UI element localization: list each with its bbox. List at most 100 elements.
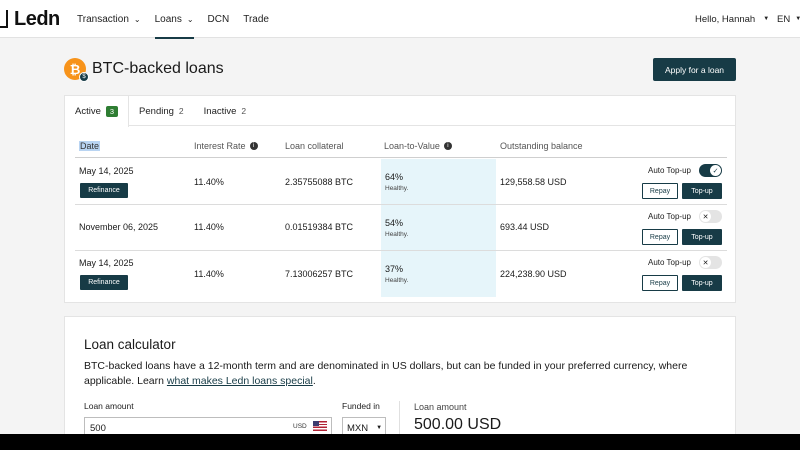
loans-panel: Active 3 Pending 2 Inactive 2 Date Inter… <box>63 95 736 303</box>
column-header-balance: Outstanding balance <box>500 141 583 151</box>
nav-item-transaction[interactable]: Transaction ⌄ <box>77 0 141 38</box>
nav-item-trade[interactable]: Trade <box>243 0 269 38</box>
close-icon: ✕ <box>700 257 711 268</box>
funded-in-label: Funded in <box>342 401 380 411</box>
nav-item-label: Transaction <box>77 13 129 25</box>
column-header-ltv: Loan-to-Value i <box>384 141 452 151</box>
loan-date: May 14, 2025 <box>79 258 134 268</box>
loan-amount-label: Loan amount <box>84 401 134 411</box>
tab-label: Pending <box>139 105 174 117</box>
tab-inactive[interactable]: Inactive 2 <box>194 96 256 126</box>
description-text: BTC-backed loans have a 12-month term an… <box>84 360 688 387</box>
loan-collateral: 2.35755088 BTC <box>285 177 354 187</box>
caret-down-icon: ▼ <box>795 16 800 22</box>
loan-collateral: 0.01519384 BTC <box>285 222 354 232</box>
ltv-value: 64% <box>385 172 404 182</box>
refinance-button[interactable]: Refinance <box>80 275 128 290</box>
column-header-label: Loan-to-Value <box>384 141 440 151</box>
bottom-black-band <box>0 434 800 450</box>
ltv-value: 54% <box>385 218 404 228</box>
topup-button[interactable]: Top-up <box>682 183 722 199</box>
funded-in-value: MXN <box>347 422 369 434</box>
column-header-label: Interest Rate <box>194 141 246 151</box>
nav-item-label: Trade <box>243 13 269 25</box>
tab-count: 2 <box>178 106 184 116</box>
close-icon: ✕ <box>700 211 711 222</box>
ltv-cell-background <box>381 251 496 297</box>
loan-collateral: 7.13006257 BTC <box>285 269 354 279</box>
nav-item-loans[interactable]: Loans ⌄ <box>154 0 194 39</box>
us-flag-icon <box>313 421 327 431</box>
repay-button[interactable]: Repay <box>642 275 678 291</box>
logo-text: Ledn <box>14 7 60 30</box>
caret-down-icon: ▼ <box>763 16 770 22</box>
auto-topup-toggle[interactable]: ✕ <box>699 210 722 223</box>
top-navigation-bar: Ledn Transaction ⌄ Loans ⌄ DCN Trade Hel… <box>0 0 800 39</box>
topup-button[interactable]: Top-up <box>682 275 722 291</box>
repay-button[interactable]: Repay <box>642 183 678 199</box>
caret-down-icon: ▼ <box>376 425 383 431</box>
ledn-logo[interactable]: Ledn <box>0 8 60 30</box>
loan-date: November 06, 2025 <box>79 222 159 232</box>
chevron-down-icon: ⌄ <box>133 14 141 24</box>
column-header-date[interactable]: Date <box>79 141 101 151</box>
calculator-description: BTC-backed loans have a 12-month term an… <box>84 359 704 389</box>
repay-button[interactable]: Repay <box>642 229 678 245</box>
column-header-collateral: Loan collateral <box>285 141 344 151</box>
logo-mark-icon <box>0 10 8 28</box>
column-header-interest-rate: Interest Rate i <box>194 141 258 151</box>
user-greeting: Hello, Hannah <box>695 13 756 25</box>
interest-rate: 11.40% <box>194 177 224 187</box>
tab-label: Active <box>75 106 101 117</box>
tab-pending[interactable]: Pending 2 <box>129 96 194 126</box>
ltv-cell-background <box>381 159 496 204</box>
user-menu[interactable]: Hello, Hannah ▼ <box>695 0 769 38</box>
auto-topup-label: Auto Top-up <box>648 258 691 267</box>
topup-button[interactable]: Top-up <box>682 229 722 245</box>
info-icon[interactable]: i <box>443 142 452 150</box>
table-row: November 06, 2025 11.40% 0.01519384 BTC … <box>75 205 727 251</box>
refinance-button[interactable]: Refinance <box>80 183 128 198</box>
vertical-divider <box>399 401 400 450</box>
auto-topup-label: Auto Top-up <box>648 212 691 221</box>
loan-calculator-panel: Loan calculator BTC-backed loans have a … <box>64 316 736 450</box>
description-end: . <box>312 375 316 387</box>
interest-rate: 11.40% <box>194 269 224 279</box>
loan-amount-currency: USD <box>293 423 307 430</box>
auto-topup-toggle[interactable]: ✕ <box>699 256 722 269</box>
learn-more-link[interactable]: what makes Ledn loans special <box>166 375 313 387</box>
result-label: Loan amount <box>414 402 467 412</box>
language-label: EN <box>777 13 791 25</box>
language-selector[interactable]: EN ▼ <box>777 0 800 38</box>
apply-for-loan-button[interactable]: Apply for a loan <box>653 58 736 81</box>
tab-label: Inactive <box>203 105 237 117</box>
calculator-title: Loan calculator <box>84 337 176 352</box>
nav-item-dcn[interactable]: DCN <box>208 0 230 38</box>
ltv-status: Healthy. <box>385 277 409 284</box>
main-nav: Transaction ⌄ Loans ⌄ DCN Trade <box>77 0 283 39</box>
interest-rate: 11.40% <box>194 222 224 232</box>
ltv-status: Healthy. <box>385 185 409 192</box>
ltv-status: Healthy. <box>385 231 409 238</box>
outstanding-balance: 693.44 USD <box>500 222 550 232</box>
dollar-badge-icon: $ <box>79 72 89 82</box>
table-header: Date Interest Rate i Loan collateral Loa… <box>75 136 727 158</box>
ltv-value: 37% <box>385 264 404 274</box>
nav-item-label: DCN <box>207 13 230 25</box>
auto-topup-label: Auto Top-up <box>648 166 691 175</box>
check-icon: ✓ <box>710 165 721 176</box>
nav-item-label: Loans <box>154 13 182 25</box>
table-row: May 14, 2025 Refinance 11.40% 7.13006257… <box>75 251 727 297</box>
loan-date: May 14, 2025 <box>79 166 134 176</box>
loan-tabs: Active 3 Pending 2 Inactive 2 <box>63 96 735 127</box>
tab-active[interactable]: Active 3 <box>63 96 130 127</box>
ltv-cell-background <box>381 205 496 250</box>
chevron-down-icon: ⌄ <box>186 14 194 24</box>
auto-topup-toggle[interactable]: ✓ <box>699 164 722 177</box>
tab-count: 2 <box>241 106 247 116</box>
info-icon[interactable]: i <box>249 142 258 150</box>
result-value: 500.00 USD <box>414 416 502 433</box>
funded-in-select[interactable]: MXN ▼ <box>342 417 386 439</box>
tab-count-badge: 3 <box>105 106 119 117</box>
table-row: May 14, 2025 Refinance 11.40% 2.35755088… <box>75 159 727 205</box>
